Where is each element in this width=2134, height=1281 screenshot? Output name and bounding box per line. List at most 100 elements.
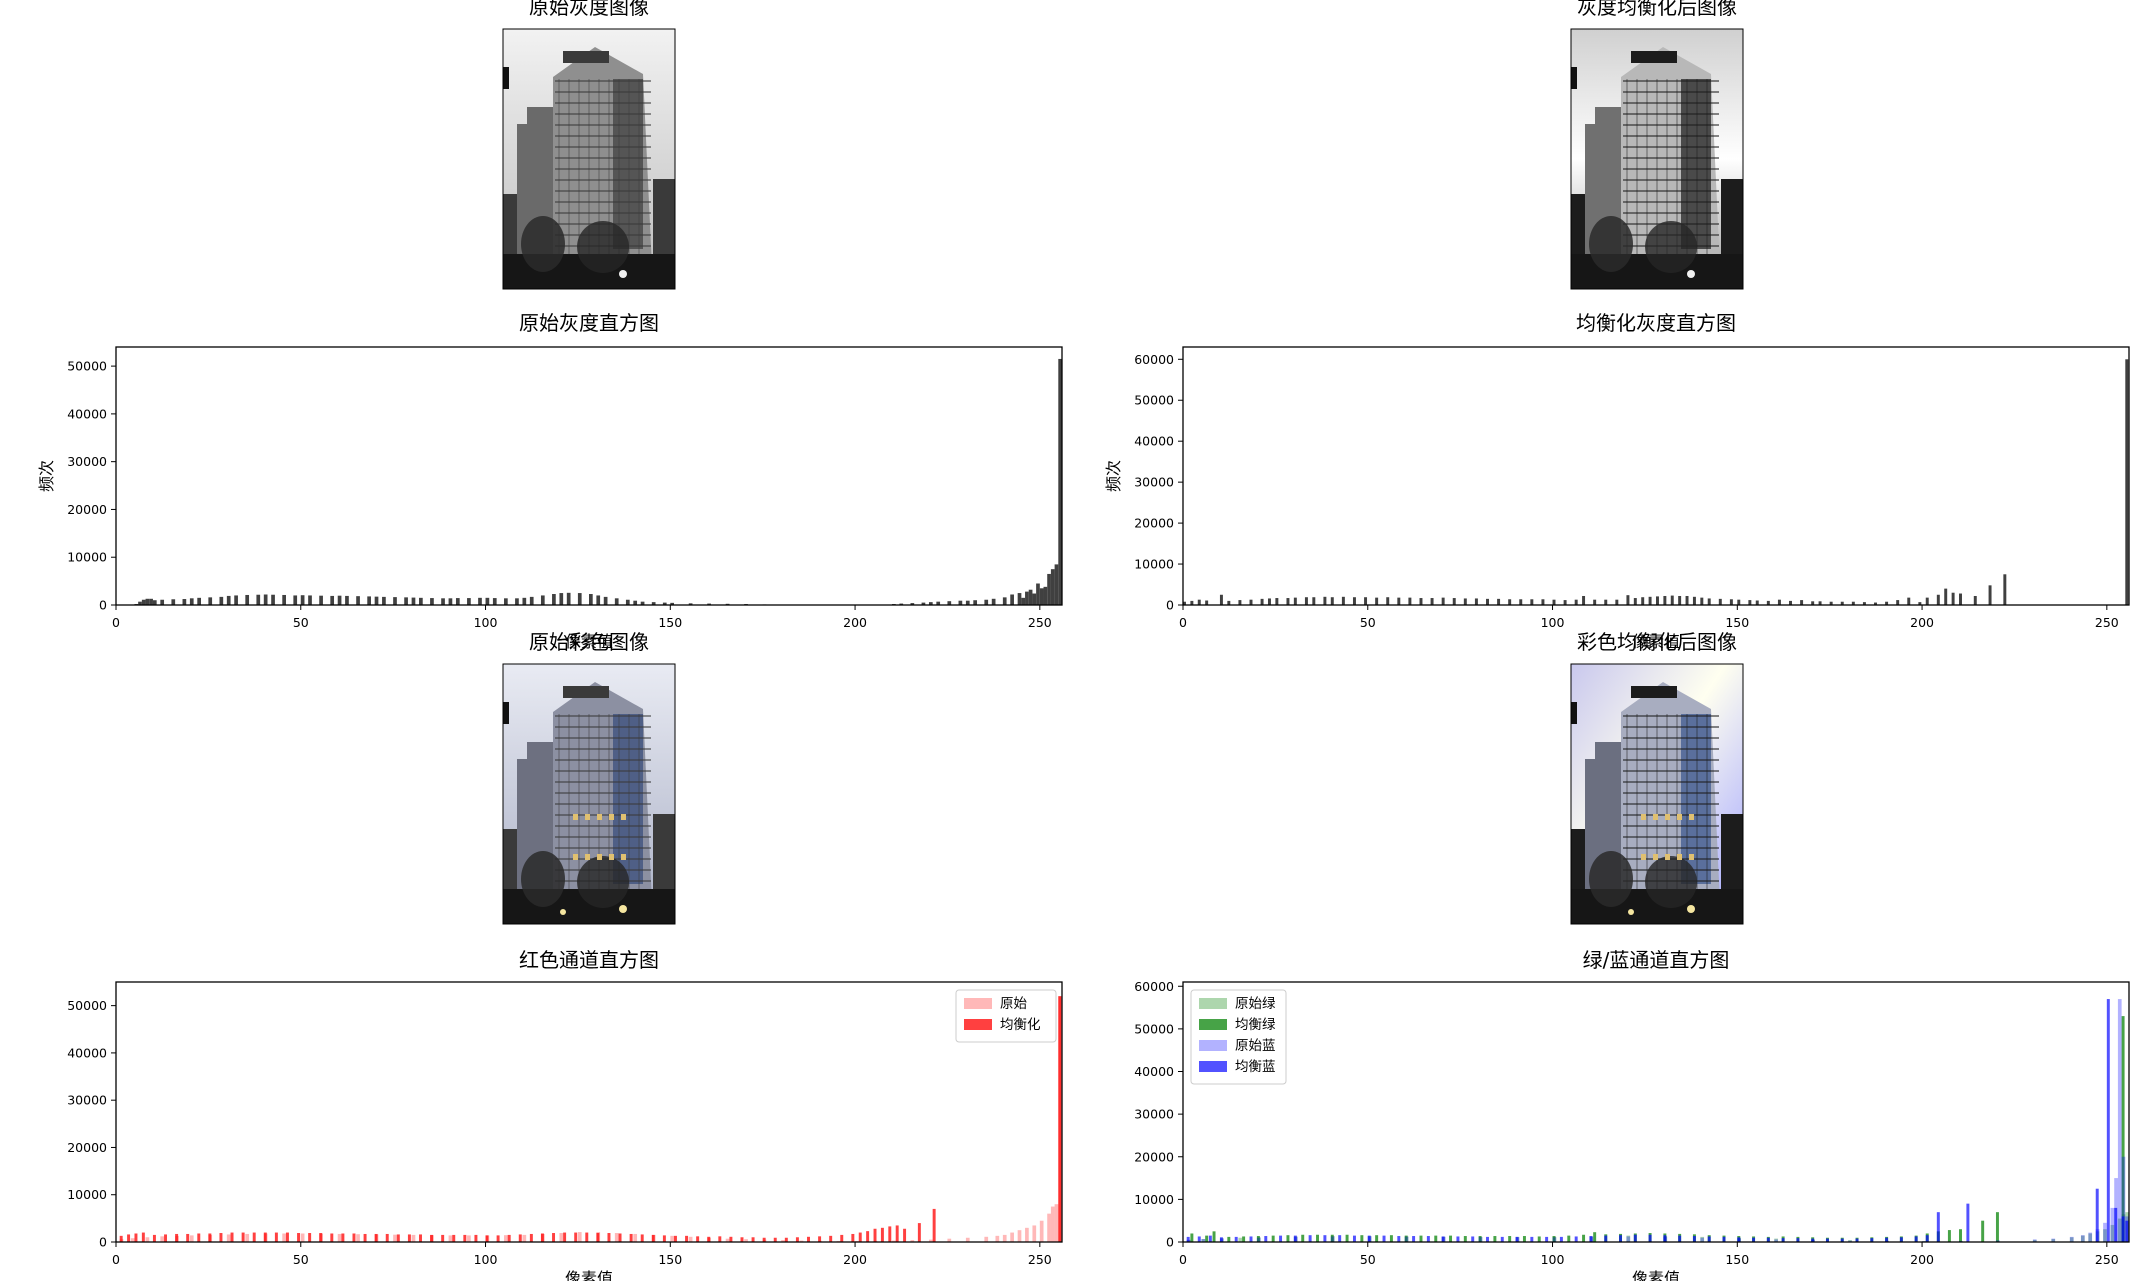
x-tick-label: 250	[1028, 1252, 1052, 1267]
bar	[2117, 999, 2122, 1242]
x-tick-label: 150	[1725, 1252, 1749, 1267]
bar	[1918, 602, 1922, 605]
bar	[263, 1232, 267, 1242]
bar	[1936, 594, 1940, 605]
legend-label: 原始	[1000, 996, 1028, 1012]
bar	[1944, 588, 1948, 605]
legend-swatch	[964, 1019, 992, 1030]
tree	[1645, 221, 1697, 273]
bar	[1781, 1238, 1785, 1242]
bar	[563, 1232, 567, 1242]
bar	[330, 595, 335, 605]
chart-3: 红色通道直方图 0 50 100 150 200 250 0 10000 20000 30000 40…	[67, 948, 1063, 1281]
bar	[1404, 1235, 1408, 1242]
bar	[297, 1233, 301, 1242]
bar	[818, 1236, 822, 1242]
bar	[1663, 1235, 1667, 1242]
bar	[1017, 593, 1022, 605]
bar	[330, 1233, 334, 1242]
bar	[707, 603, 711, 605]
bar	[2121, 1156, 2126, 1242]
bar	[1397, 597, 1401, 605]
bar	[984, 599, 989, 605]
bar	[1777, 599, 1781, 605]
image-panel-gray-eq: 灰度均衡化后图像	[1570, 0, 1744, 290]
x-axis-label: 像素值	[565, 1269, 613, 1281]
bar	[2032, 1239, 2037, 1242]
y-tick-label: 50000	[67, 359, 107, 374]
bar	[138, 601, 142, 605]
bar	[119, 1235, 123, 1242]
bar	[1648, 596, 1652, 605]
bar	[1508, 1236, 1512, 1242]
side-tower-top	[527, 742, 557, 762]
bar	[367, 596, 371, 605]
legend-swatch	[1199, 998, 1227, 1009]
bar	[1330, 1234, 1334, 1242]
bar	[345, 595, 349, 605]
lit-window	[573, 854, 578, 860]
bar	[1275, 598, 1279, 605]
y-tick-label: 40000	[67, 406, 107, 421]
bar	[2069, 1236, 2074, 1242]
bar	[607, 1233, 611, 1242]
bar	[1959, 593, 1962, 605]
bar	[252, 1232, 256, 1242]
bar	[2032, 1239, 2037, 1242]
bar	[1408, 597, 1412, 605]
bar	[308, 1233, 312, 1242]
bar	[1951, 592, 1955, 605]
bar	[1899, 1237, 1903, 1242]
legend-label: 均衡绿	[1235, 1017, 1276, 1033]
y-tick-label: 10000	[1134, 557, 1174, 572]
roof	[1631, 51, 1677, 63]
legend-swatch	[964, 998, 992, 1009]
bar	[485, 597, 490, 605]
bar	[1755, 600, 1759, 605]
bar	[2121, 1016, 2125, 1242]
bar	[1995, 1212, 1999, 1242]
bar	[858, 1232, 862, 1242]
series-均衡绿	[1190, 1016, 2125, 1242]
bar	[319, 1233, 323, 1242]
bar	[892, 1240, 896, 1242]
bar	[160, 1236, 165, 1242]
bar	[1973, 595, 1977, 605]
bar	[1452, 598, 1456, 605]
bar	[1486, 1236, 1489, 1242]
glass-facade	[1681, 79, 1711, 249]
bar	[1338, 1235, 1342, 1242]
bar	[1021, 597, 1026, 605]
bar	[552, 1233, 556, 1242]
bar	[1043, 586, 1048, 605]
lit-window	[1641, 854, 1646, 860]
bar	[1959, 1229, 1962, 1242]
bar	[164, 1234, 167, 1242]
color-eq-building-image	[1570, 663, 1744, 925]
bar	[1183, 601, 1186, 605]
bar	[1032, 1225, 1037, 1242]
bar	[614, 598, 619, 605]
bar	[1541, 599, 1545, 605]
bar	[208, 597, 213, 605]
chart-2: 均衡化灰度直方图 0 50 100 150 200 250 0 10000 20000 30000 4…	[1104, 311, 2130, 651]
bar	[2106, 999, 2110, 1242]
image-title: 彩色均衡化后图像	[1577, 630, 1737, 654]
bar	[1002, 1234, 1007, 1242]
bar	[1500, 1236, 1504, 1242]
bar	[1774, 1238, 1778, 1242]
bar	[1279, 1235, 1283, 1242]
street-light	[1687, 905, 1695, 913]
bar	[2110, 1224, 2115, 1242]
bar	[1186, 1236, 1190, 1242]
bar	[958, 600, 963, 605]
bar	[1988, 585, 1992, 605]
bar	[1017, 1230, 1022, 1242]
bar	[1271, 1235, 1275, 1242]
y-tick-label: 0	[1166, 598, 1174, 613]
bar	[127, 1234, 131, 1242]
bar	[1238, 600, 1242, 605]
series-bars	[134, 358, 1062, 605]
bar	[1515, 1236, 1519, 1242]
bar	[688, 1236, 693, 1242]
